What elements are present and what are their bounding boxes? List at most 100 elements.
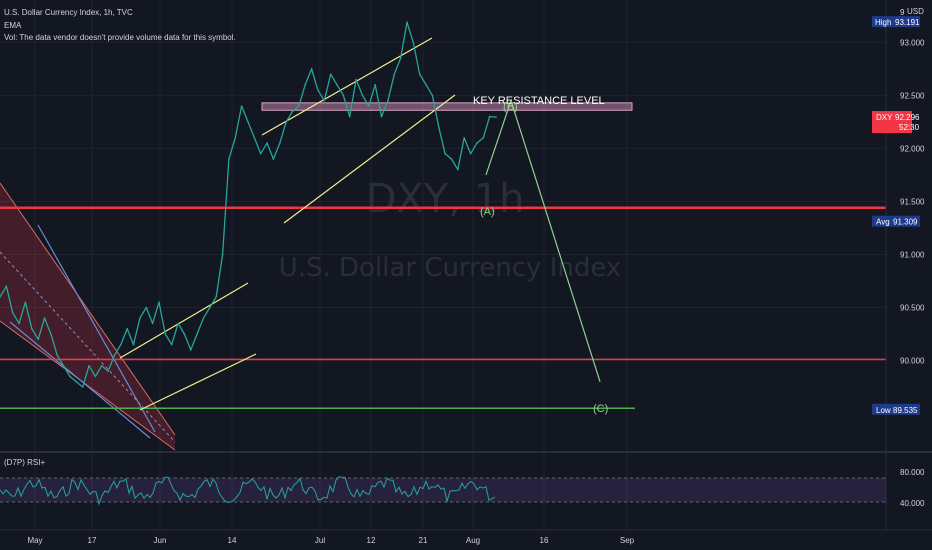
- price-point: [393, 73, 396, 75]
- price-point: [438, 126, 440, 128]
- price-point: [240, 105, 243, 107]
- price-point: [183, 333, 186, 335]
- volume-note: Vol: The data vendor doesn't provide vol…: [4, 33, 236, 42]
- price-point: [50, 333, 52, 335]
- price-point: [139, 317, 141, 319]
- time-tick-label: Sep: [620, 536, 635, 545]
- rising-channel-1-top: [119, 282, 249, 359]
- price-point: [209, 306, 211, 309]
- time-tick-label: Jun: [154, 536, 167, 545]
- price-tick-label: 90.000: [900, 356, 925, 365]
- last-price-tag: DXY 92.296 52:30: [872, 111, 920, 134]
- price-point: [170, 343, 173, 346]
- resistance-zone: [261, 102, 633, 111]
- time-tick-label: May: [27, 536, 42, 545]
- wedge-line-upper: [37, 224, 156, 433]
- symbol-title: U.S. Dollar Currency Index, 1h, TVC: [4, 8, 133, 17]
- wedge-line-lower: [9, 321, 151, 439]
- ema-indicator-label: EMA: [4, 21, 22, 30]
- price-point: [317, 89, 319, 91]
- price-point: [164, 333, 167, 335]
- last-tag-value: 92.296: [895, 113, 920, 122]
- price-tick-label: 92.000: [900, 144, 925, 153]
- price-point: [18, 322, 20, 325]
- price-point: [253, 137, 256, 139]
- price-point: [361, 94, 364, 97]
- last-tag-countdown: 52:30: [899, 123, 920, 132]
- price-tick-label: 91.500: [900, 197, 925, 206]
- price-point: [190, 349, 192, 351]
- high-tag-label: High: [875, 18, 891, 27]
- price-point: [495, 116, 497, 118]
- price-point: [431, 94, 434, 97]
- currency-label: USD: [907, 7, 924, 16]
- price-point: [266, 142, 268, 144]
- price-point: [24, 301, 27, 304]
- price-point: [418, 73, 421, 75]
- price-point: [387, 99, 389, 102]
- price-point: [374, 84, 377, 86]
- price-point: [81, 386, 84, 388]
- price-point: [196, 333, 198, 335]
- wave-c-label: (C): [593, 403, 608, 415]
- rsi-tick-40: 40.000: [900, 499, 925, 508]
- price-point: [329, 73, 332, 75]
- time-tick-label: 14: [228, 536, 237, 545]
- price-point: [62, 365, 65, 367]
- low-tag: Low 89.535: [872, 403, 920, 415]
- price-point: [425, 84, 427, 86]
- price-point: [88, 365, 90, 367]
- watermark-name: U.S. Dollar Currency Index: [279, 253, 622, 283]
- price-point: [158, 301, 160, 304]
- price-point: [444, 152, 446, 155]
- wave-b-label: (B): [503, 101, 518, 113]
- price-point: [476, 142, 478, 144]
- price-point: [279, 142, 281, 144]
- price-point: [202, 317, 205, 319]
- price-point: [31, 327, 33, 330]
- price-point: [368, 105, 370, 107]
- rsi-line: [0, 476, 496, 506]
- price-point: [469, 152, 472, 155]
- price-point: [11, 312, 14, 314]
- price-point: [355, 78, 357, 81]
- average-tag: Avg 91.309: [872, 215, 920, 227]
- price-point: [488, 115, 491, 118]
- price-point: [291, 110, 294, 113]
- avg-tag-label: Avg: [876, 218, 890, 227]
- price-tick-label: 93.000: [900, 38, 925, 47]
- rising-channel-2-top: [261, 37, 433, 136]
- time-tick-label: 16: [540, 536, 549, 545]
- rising-channel-1-bottom: [139, 353, 257, 411]
- price-series-points: [0, 21, 497, 388]
- price-point: [304, 84, 307, 86]
- rsi-tick-80: 80.000: [900, 468, 925, 477]
- price-point: [94, 375, 97, 378]
- price-point: [43, 317, 46, 319]
- watermark-ticker: DXY, 1h: [366, 176, 525, 222]
- price-point: [75, 380, 78, 383]
- price-point: [380, 115, 383, 118]
- low-tag-label: Low: [876, 406, 891, 415]
- price-tick-label: 92.500: [900, 91, 925, 100]
- price-point: [228, 158, 230, 160]
- low-tag-value: 89.535: [893, 406, 918, 415]
- price-point: [348, 115, 351, 118]
- descending-channel-mid: [0, 251, 176, 443]
- price-point: [399, 57, 402, 60]
- descending-channel-top: [0, 182, 176, 436]
- price-point: [285, 121, 288, 123]
- price-point: [126, 327, 128, 330]
- high-tag-value: 93.191: [895, 18, 920, 27]
- price-point: [272, 158, 275, 160]
- wave-a-label: (A): [480, 206, 495, 218]
- price-point: [450, 158, 453, 160]
- time-tick-label: Jul: [315, 536, 325, 545]
- resistance-title: KEY RESISTANCE LEVEL: [473, 95, 605, 107]
- price-point: [298, 105, 300, 107]
- price-point: [100, 365, 103, 367]
- time-axis-ticks: May 17 Jun 14 Jul 12 21 Aug 16 Sep: [27, 536, 634, 545]
- price-point: [69, 375, 71, 378]
